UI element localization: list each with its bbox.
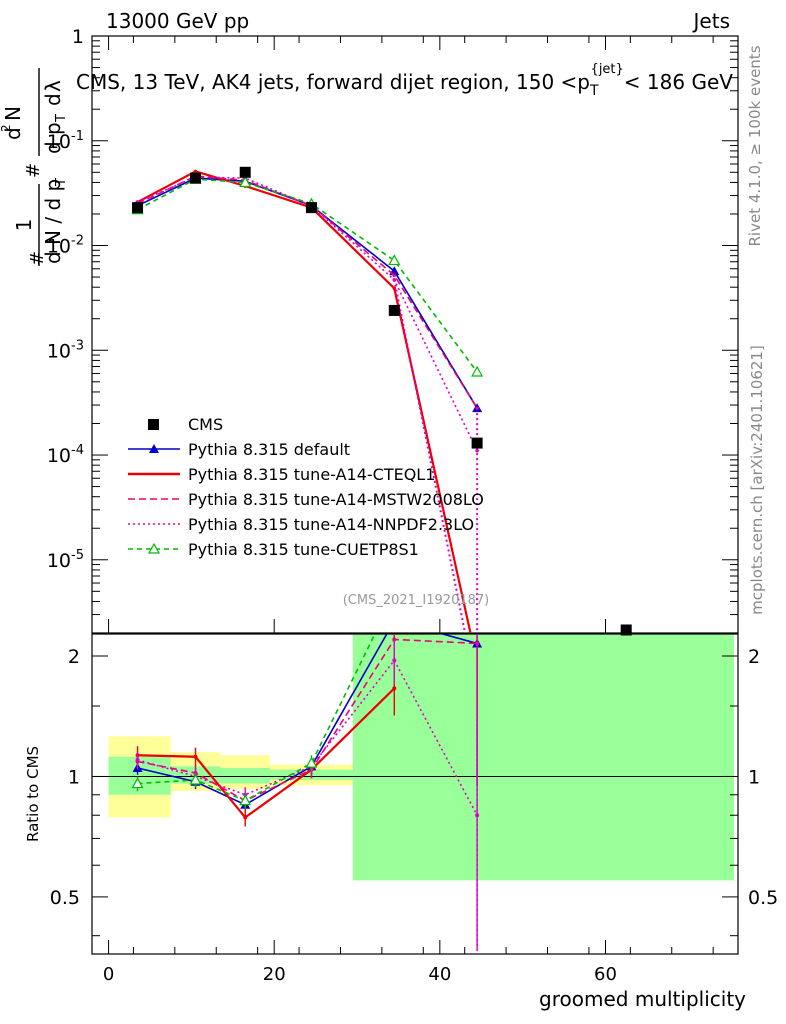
- series-marker: [239, 176, 252, 188]
- ratio-frame: [91, 633, 739, 955]
- legend-label: Pythia 8.315 tune-CUETP8S1: [188, 540, 419, 559]
- ratio-line: [137, 658, 478, 816]
- plot-title: CMS, 13 TeV, AK4 jets, forward dijet reg…: [76, 62, 733, 99]
- axes: 0 20 40 60 1 10-1 10-2 10-3 10-4 10-5 0.5 0.5 1 1 2 2: [47, 26, 778, 985]
- legend: CMS Pythia 8.315 default Pythia 8.315 tune…: [128, 415, 484, 559]
- svg-text:2: 2: [0, 124, 13, 132]
- series-line: [137, 178, 478, 373]
- series-line: [137, 176, 478, 452]
- svg-text:#: #: [23, 163, 44, 178]
- data-marker: [471, 437, 483, 449]
- mcplots-label: mcplots.cern.ch [arXiv:2401.10621]: [748, 345, 766, 615]
- ratio-marker: [305, 756, 318, 768]
- series-marker: [388, 254, 401, 266]
- svg-text:λ: λ: [41, 80, 65, 92]
- x-tick-label: 60: [594, 964, 617, 985]
- legend-label: CMS: [188, 415, 223, 434]
- svg-text:d p: d p: [41, 122, 65, 154]
- data-marker: [305, 202, 317, 214]
- series-marker: [193, 169, 198, 174]
- svg-text:d: d: [41, 93, 65, 106]
- ratio-marker: [239, 794, 252, 806]
- band-green: [220, 767, 271, 784]
- series-line: [137, 170, 472, 633]
- watermark: (CMS_2021_I1920187): [343, 593, 490, 608]
- ratio-tick-label: 1: [68, 766, 80, 788]
- legend-label: Pythia 8.315 tune-A14-CTEQL1: [188, 465, 435, 484]
- band-green: [518, 634, 734, 881]
- rivet-label: Rivet 4.1.0, ≥ 100k events: [746, 45, 764, 246]
- ratio-marker: [189, 773, 202, 785]
- y-tick-label: 10-5: [47, 548, 84, 572]
- svg-text:d N: d N: [1, 106, 25, 140]
- ratio-marker: [135, 757, 140, 762]
- y-tick-label: 10-2: [47, 234, 84, 258]
- legend-symbol: [148, 419, 159, 430]
- series-marker: [392, 273, 397, 278]
- y-tick-label: 10-4: [47, 443, 84, 467]
- ratio-tick-label: 0.5: [50, 887, 80, 909]
- y-tick-label: 10-1: [47, 129, 84, 153]
- ratio-marker: [389, 616, 399, 625]
- ratio-tick-label-right: 0.5: [748, 887, 778, 909]
- ratio-marker: [193, 754, 198, 759]
- series-line: [137, 175, 478, 409]
- ratio-uncertainty-bands: [108, 634, 734, 881]
- header-left: 13000 GeV pp: [106, 9, 249, 33]
- svg-text:T: T: [54, 114, 69, 123]
- x-tick-label: 20: [263, 964, 286, 985]
- data-marker: [620, 624, 632, 636]
- legend-label: Pythia 8.315 tune-A14-MSTW2008LO: [188, 490, 484, 509]
- ratio-tick-label-right: 1: [748, 766, 760, 788]
- svg-text:d N / d p: d N / d p: [41, 179, 65, 264]
- legend-label: Pythia 8.315 default: [188, 440, 350, 459]
- data-marker: [239, 166, 251, 178]
- data-marker: [190, 172, 202, 184]
- ratio-y-label: Ratio to CMS: [24, 746, 42, 842]
- ratio-marker: [392, 686, 397, 691]
- cms-data-points: [132, 166, 632, 636]
- y-tick-label: 1: [72, 26, 84, 48]
- ratio-marker: [475, 641, 480, 646]
- legend-marker: [149, 444, 159, 453]
- ratio-marker: [243, 815, 248, 820]
- data-marker: [132, 202, 144, 214]
- series-marker: [392, 286, 397, 291]
- main-frame: [91, 35, 739, 634]
- svg-text:#: #: [27, 251, 48, 266]
- series-marker: [471, 365, 484, 377]
- x-tick-label: 0: [103, 964, 114, 985]
- data-marker: [388, 304, 400, 316]
- ratio-line: [137, 634, 478, 806]
- ratio-marker: [131, 777, 144, 789]
- ratio-tick-label-right: 2: [748, 646, 760, 668]
- svg-text:1: 1: [12, 219, 36, 232]
- ratio-series: [131, 616, 483, 954]
- band-green: [108, 756, 171, 795]
- header-right: Jets: [692, 9, 730, 33]
- ratio-tick-label: 2: [68, 646, 80, 668]
- x-tick-label: 40: [428, 964, 451, 985]
- x-axis-label: groomed multiplicity: [539, 987, 746, 1011]
- ratio-line: [137, 638, 478, 802]
- y-tick-label: 10-3: [47, 338, 84, 362]
- nnpdf-tail: [393, 279, 467, 633]
- y-axis-label: # 1 d N / d p T # d N 2 d p T d λ: [0, 68, 69, 266]
- legend-label: Pythia 8.315 tune-A14-NNPDF2.3LO: [188, 515, 474, 534]
- svg-text:T: T: [54, 178, 69, 187]
- ratio-marker: [392, 658, 397, 663]
- main-series: [131, 169, 484, 633]
- legend-marker: [147, 542, 161, 554]
